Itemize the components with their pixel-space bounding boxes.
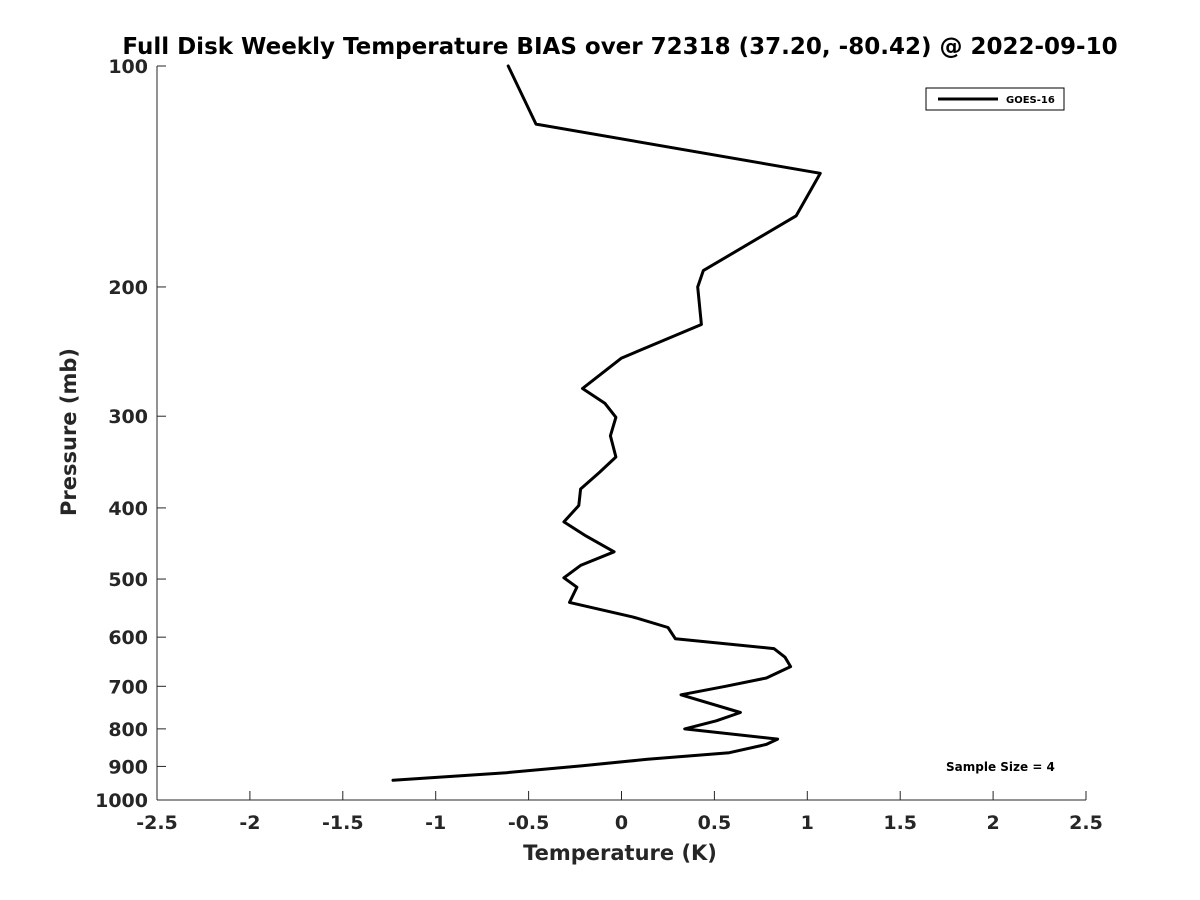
x-tick-label: -2.5 xyxy=(136,812,178,834)
x-tick-label: -1.5 xyxy=(322,812,364,834)
x-tick-label: -0.5 xyxy=(508,812,550,834)
x-tick-label: 2.5 xyxy=(1069,812,1103,834)
x-tick-label: -1 xyxy=(425,812,446,834)
y-tick-label: 400 xyxy=(108,498,148,520)
y-tick-label: 900 xyxy=(108,756,148,778)
y-tick-label: 300 xyxy=(108,406,148,428)
legend: GOES-16 xyxy=(925,87,1065,111)
y-tick-label: 100 xyxy=(108,56,148,78)
x-tick-label: 0.5 xyxy=(698,812,732,834)
sample-size-annotation: Sample Size = 4 xyxy=(946,760,1055,774)
y-tick-label: 800 xyxy=(108,719,148,741)
y-tick-label: 600 xyxy=(108,627,148,649)
y-tick-label: 500 xyxy=(108,569,148,591)
series-line-goes-16 xyxy=(391,64,822,782)
y-tick-label: 1000 xyxy=(95,790,148,812)
x-tick-label: 2 xyxy=(986,812,999,834)
legend-entry-goes16: GOES-16 xyxy=(1006,95,1055,106)
x-tick-label: 0 xyxy=(615,812,628,834)
axes xyxy=(156,66,1086,801)
y-tick-label: 700 xyxy=(108,676,148,698)
x-tick-label: 1.5 xyxy=(883,812,917,834)
chart-title: Full Disk Weekly Temperature BIAS over 7… xyxy=(122,34,1117,60)
x-tick-label: -2 xyxy=(239,812,260,834)
x-tick-label: 1 xyxy=(801,812,814,834)
series-layer xyxy=(391,64,822,782)
y-axis-label: Pressure (mb) xyxy=(57,348,81,516)
y-tick-label: 200 xyxy=(108,277,148,299)
ticks: -2.5 -2 -1.5 -1 -0.5 0 0.5 1 1.5 2 2.5 100 200 300 400… xyxy=(95,56,1103,834)
x-axis-label: Temperature (K) xyxy=(523,841,717,865)
